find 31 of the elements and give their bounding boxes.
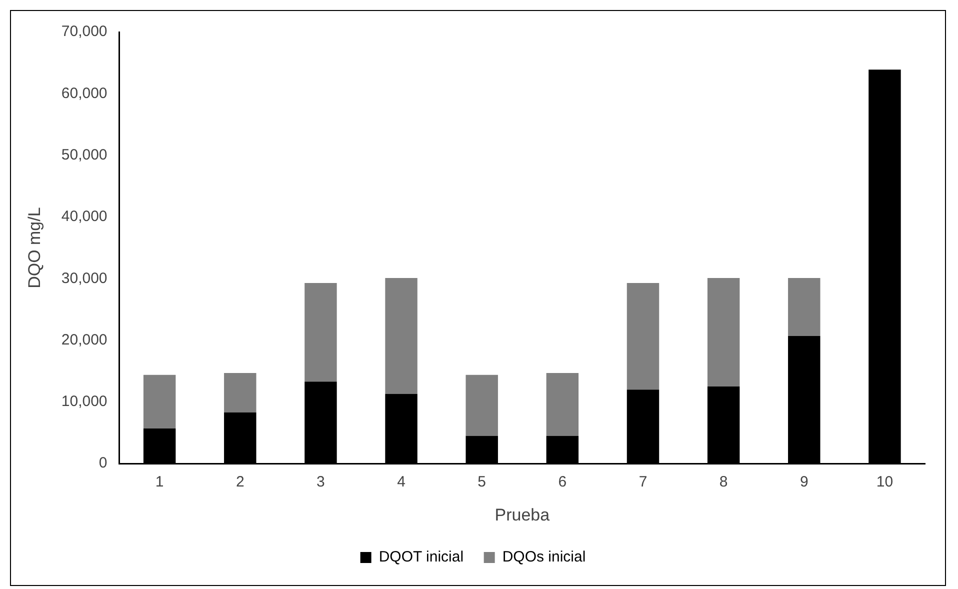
bar: [385, 278, 418, 394]
y-axis-title: DQO mg/L: [24, 207, 44, 288]
x-tick-label: 7: [638, 474, 648, 491]
x-tick-label: 3: [316, 474, 325, 491]
bar: [304, 282, 337, 382]
x-tick-label: 10: [876, 474, 894, 491]
y-tick-label: 0: [98, 454, 108, 472]
x-tick-label: 8: [719, 474, 728, 491]
y-tick-label: 70,000: [61, 23, 108, 40]
bar: [546, 372, 579, 436]
x-tick-label: 1: [155, 474, 164, 491]
y-tick-label: 50,000: [61, 146, 108, 164]
y-tick-label: 20,000: [61, 331, 108, 348]
x-tick-label: 5: [478, 474, 486, 491]
x-tick-label: 4: [397, 474, 406, 491]
y-tick-label: 10,000: [61, 393, 108, 410]
bar: [626, 282, 660, 390]
bar: [224, 372, 256, 412]
legend-label: DQOs inicial: [502, 548, 586, 566]
x-tick-label: 9: [800, 474, 808, 491]
y-tick-label: 60,000: [61, 84, 108, 102]
y-tick-label: 40,000: [61, 208, 108, 226]
x-tick-label: 2: [236, 474, 244, 491]
legend-label: DQOT inicial: [378, 548, 464, 566]
bar: [788, 278, 820, 336]
bar: [466, 374, 498, 436]
x-axis-title: Prueba: [494, 505, 550, 524]
y-tick-label: 30,000: [61, 270, 108, 287]
x-tick-label: 6: [558, 474, 567, 491]
bar: [143, 374, 176, 428]
bar: [707, 278, 740, 387]
